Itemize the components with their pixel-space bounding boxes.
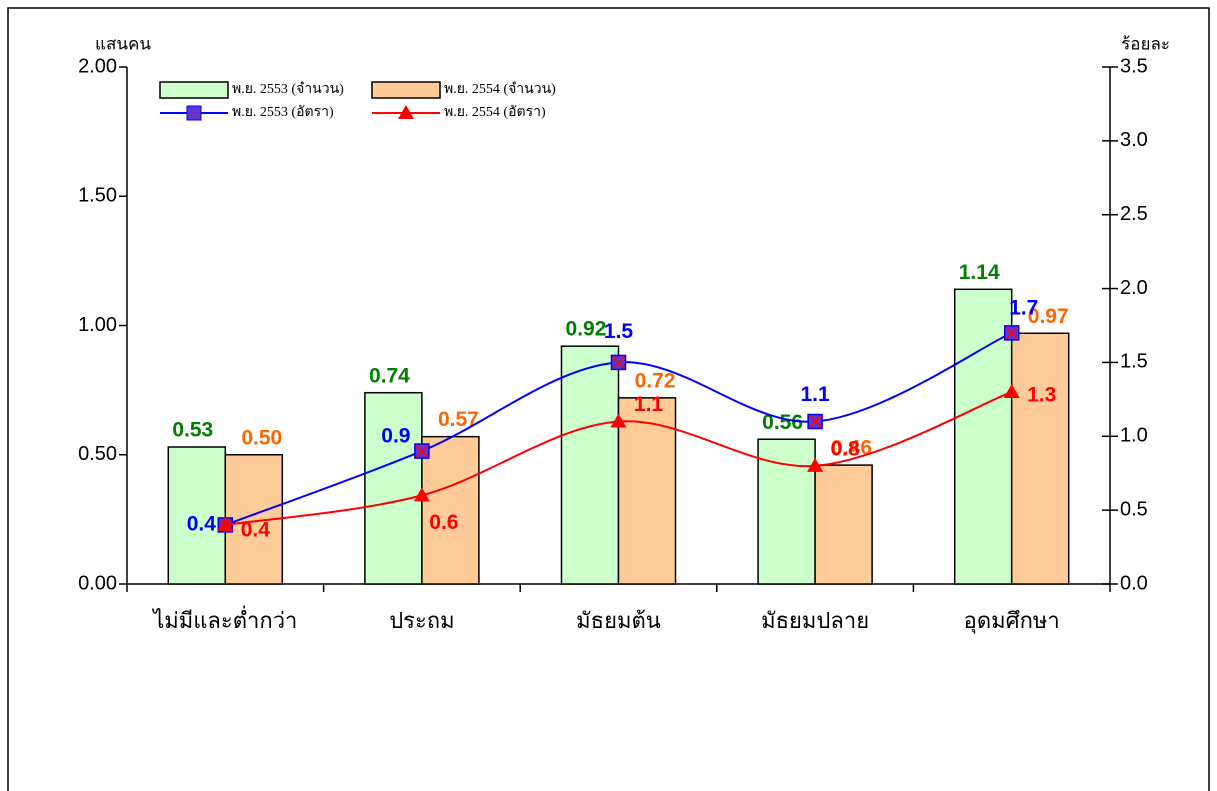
y2-axis-label: ร้อยละ	[1121, 34, 1170, 53]
bar-value-label: 0.97	[1028, 305, 1069, 328]
y-tick-label: 1.50	[78, 185, 117, 207]
bar-value-label: 1.14	[959, 261, 1000, 284]
y2-tick-label: 1.0	[1120, 425, 1148, 447]
x-tick-label: ไม่มีและต่ำกว่า	[151, 605, 297, 633]
bar	[1010, 332, 1070, 585]
marker	[610, 413, 627, 428]
y2-tick-label: 1.5	[1120, 351, 1148, 373]
y2-tick-label: 3.5	[1120, 55, 1148, 77]
line-value-label: 1.1	[800, 383, 830, 406]
line-value-label: 1.1	[634, 393, 664, 416]
bar-value-label: 0.92	[566, 318, 607, 341]
bar	[757, 438, 816, 585]
marker-cross	[1005, 326, 1019, 340]
bar-value-label: 0.53	[172, 419, 213, 442]
line-value-label: 1.3	[1027, 384, 1056, 407]
y2-tick-label: 2.5	[1120, 203, 1148, 225]
bar	[364, 391, 423, 585]
bar	[617, 397, 677, 585]
line-value-label: 0.9	[381, 425, 410, 448]
legend-swatch	[159, 81, 229, 99]
bar-value-label: 0.74	[369, 364, 410, 387]
line-value-label: 0.4	[187, 512, 217, 535]
legend-swatch	[371, 81, 441, 99]
marker	[1003, 383, 1020, 398]
x-tick-label: มัธยมปลาย	[761, 608, 869, 633]
legend-label: พ.ย. 2554 (จำนวน)	[444, 82, 556, 97]
x-tick-label: อุดมศึกษา	[964, 608, 1060, 634]
x-tick-label: ประถม	[389, 608, 454, 633]
marker	[413, 487, 430, 502]
y-tick-label: 2.00	[78, 55, 117, 77]
line-value-label: 0.8	[830, 437, 860, 460]
x-tick-label: มัธยมต้น	[576, 608, 661, 633]
y2-tick-label: 3.0	[1120, 129, 1148, 151]
line-value-label: 0.6	[429, 511, 458, 534]
marker-cross	[611, 355, 626, 369]
marker	[807, 457, 824, 472]
bar	[421, 435, 480, 585]
line-value-label: 1.5	[604, 320, 634, 343]
marker-cross	[415, 444, 429, 458]
bar-value-label: 0.57	[438, 408, 479, 431]
bar-value-label: 0.72	[635, 369, 676, 392]
bar	[560, 345, 620, 585]
y2-tick-label: 0.0	[1120, 572, 1148, 594]
bar	[814, 464, 873, 585]
y-tick-label: 0.00	[78, 572, 117, 594]
bar-value-label: 0.46	[831, 437, 872, 460]
line-value-label: 1.7	[1009, 296, 1038, 319]
bar	[953, 288, 1013, 585]
y-tick-label: 1.00	[78, 314, 117, 336]
legend-label: พ.ย. 2553 (อัตรา)	[232, 105, 334, 120]
line-value-label: 0.4	[241, 518, 271, 541]
bar-value-label: 0.50	[241, 426, 282, 449]
legend-label: พ.ย. 2553 (จำนวน)	[232, 82, 344, 97]
y2-tick-label: 0.5	[1120, 498, 1148, 520]
legend-marker	[398, 105, 414, 119]
y-axis-label: แสนคน	[95, 34, 151, 53]
marker-cross	[808, 414, 822, 429]
legend-label: พ.ย. 2554 (อัตรา)	[444, 105, 546, 120]
y-tick-label: 0.50	[78, 443, 117, 465]
marker	[217, 516, 234, 531]
y2-tick-label: 2.0	[1120, 277, 1148, 299]
legend-marker	[186, 105, 202, 121]
bar	[167, 446, 227, 585]
